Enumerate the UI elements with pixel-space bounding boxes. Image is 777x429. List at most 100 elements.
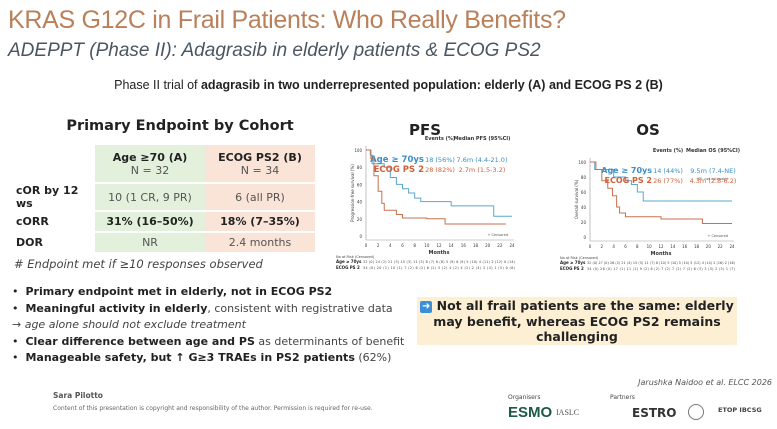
slide-subtitle: ADEPPT (Phase II): Adagrasib in elderly … <box>8 40 541 61</box>
km-curve-ecog <box>590 161 732 224</box>
legend-series: ECOG PS 2 <box>374 165 425 175</box>
median-value: 9.5m (7.4-NE) <box>690 167 735 175</box>
endpoint-table: Age ≥70 (A) N = 32 ECOG PS2 (B) N = 34 cOR… <box>14 145 315 254</box>
bullet-item: • Meaningful activity in elderly, consis… <box>12 301 393 315</box>
x-tick-label: 0 <box>365 243 368 248</box>
ne-note: NE: not estimable <box>697 177 728 181</box>
x-axis-label: Months <box>429 250 450 256</box>
events-value: 18 (56%) <box>425 156 455 164</box>
median-value: 7.6m (4.4-21.0) <box>457 156 508 164</box>
chart-title: OS <box>636 121 660 139</box>
x-tick-label: 20 <box>485 243 491 248</box>
y-axis-label: Progression-free survival (%) <box>350 164 355 222</box>
x-tick-label: 10 <box>647 244 653 249</box>
risk-row-values: 32 (0) 27 (0) 26 (2) 21 (4) 15 (5) 11 (7… <box>587 261 735 265</box>
y-tick-label: 60 <box>581 190 587 195</box>
esmo-logo: ESMO <box>508 404 553 421</box>
x-tick-label: 14 <box>670 244 676 249</box>
x-tick-label: 2 <box>601 244 604 249</box>
y-tick-label: 0 <box>583 235 586 240</box>
legend-series: ECOG PS 2 <box>605 176 652 185</box>
iaslc-logo: IASLC <box>556 408 580 417</box>
x-tick-label: 24 <box>509 243 515 248</box>
x-tick-label: 12 <box>658 244 664 249</box>
risk-row-label: ECOG PS 2 <box>336 265 360 270</box>
table-row: cOR by 12 ws 10 (1 CR, 9 PR) 6 (all PR) <box>14 183 315 212</box>
x-tick-label: 2 <box>377 243 380 248</box>
table-header-row: Age ≥70 (A) N = 32 ECOG PS2 (B) N = 34 <box>14 145 315 184</box>
x-tick-label: 12 <box>436 243 442 248</box>
x-tick-label: 24 <box>729 244 735 249</box>
events-header: Events (%) <box>425 136 455 142</box>
x-tick-label: 14 <box>449 243 455 248</box>
median-value: 2.7m (1.5-3.2) <box>459 166 506 174</box>
etop-logo: ETOP IBCSG <box>718 406 762 414</box>
intro-bold: adagrasib in two underrepresented popula… <box>200 78 663 92</box>
y-tick-label: 20 <box>357 217 363 222</box>
x-axis-label: Months <box>651 251 672 257</box>
y-axis-label: Overall survival (%) <box>574 179 579 219</box>
km-curve-ecog <box>366 149 506 225</box>
km-curve-age <box>366 149 512 217</box>
y-tick-label: 80 <box>581 175 587 180</box>
y-tick-label: 100 <box>354 148 362 153</box>
median-value: 4.3m (2.8-6.2) <box>690 177 737 185</box>
y-tick-label: 20 <box>581 220 587 225</box>
x-tick-label: 16 <box>461 243 467 248</box>
organisers-label: Organisers <box>508 394 541 401</box>
bullet-item: • Clear difference between age and PS as… <box>12 334 405 348</box>
x-tick-label: 10 <box>424 243 430 248</box>
x-tick-label: 6 <box>401 243 404 248</box>
y-tick-label: 60 <box>357 182 363 187</box>
slide-title: KRAS G12C in Frail Patients: Who Really … <box>8 6 566 34</box>
risk-table-label: No at Risk (Censored) <box>336 255 375 259</box>
table-row: DOR NR 2.4 months <box>14 232 315 254</box>
x-tick-label: 4 <box>389 243 392 248</box>
legend-series: Age ≥ 70ys <box>370 155 424 165</box>
x-tick-label: 6 <box>624 244 627 249</box>
x-tick-label: 20 <box>706 244 712 249</box>
header-ecog: ECOG PS2 (B) N = 34 <box>205 145 315 184</box>
y-tick-label: 80 <box>357 165 363 170</box>
table-footnote: # Endpoint met if ≥10 responses observed <box>14 257 263 271</box>
chart-title: PFS <box>409 121 441 139</box>
callout-text: ➜ Not all frail patients are the same: e… <box>420 298 734 344</box>
risk-row-values: 32 (0) 24 (2) 21 (3) 15 (3) 11 (5) 8 (7)… <box>363 260 515 264</box>
intro-text: Phase II trial of adagrasib in two under… <box>0 78 777 92</box>
callout-box <box>417 297 737 345</box>
copyright: Content of this presentation is copyrigh… <box>53 405 373 412</box>
x-tick-label: 16 <box>682 244 688 249</box>
median-header: Median PFS (95%CI) <box>454 136 511 142</box>
risk-row-values: 34 (0) 26 (0) 17 (1) 11 (1) 9 (2) 8 (2) … <box>587 267 735 271</box>
risk-table-label: No at Risk (Censored) <box>560 256 599 260</box>
y-tick-label: 40 <box>581 205 587 210</box>
estro-logo: ESTRO <box>632 406 677 420</box>
table-title: Primary Endpoint by Cohort <box>66 118 294 134</box>
key-points: • Primary endpoint met in elderly, not i… <box>12 284 404 367</box>
x-tick-label: 18 <box>694 244 700 249</box>
risk-row-label: Age ≥ 70ys <box>336 259 362 264</box>
partner-emblem-logo <box>688 404 704 420</box>
events-header: Events (%) <box>653 148 683 154</box>
censored-legend: + Censored <box>487 233 508 237</box>
x-tick-label: 22 <box>718 244 724 249</box>
risk-row-label: Age ≥ 70ys <box>560 260 586 265</box>
bullet-item: → age alone should not exclude treatment <box>12 318 246 331</box>
risk-row-values: 34 (0) 20 (1) 10 (1) 7 (2) 6 (2) 6 (2) 5… <box>363 266 515 270</box>
citation: Jarushka Naidoo et al. ELCC 2026 <box>638 378 772 387</box>
x-tick-label: 18 <box>473 243 479 248</box>
censored-legend: + Censored <box>707 234 728 238</box>
bullet-item: • Manageable safety, but ↑ G≥3 TRAEs in … <box>12 351 392 364</box>
y-tick-label: 0 <box>359 234 362 239</box>
x-tick-label: 4 <box>612 244 615 249</box>
median-header: Median OS (95%CI) <box>686 148 740 154</box>
intro-plain: Phase II trial of <box>114 78 201 92</box>
events-value: 26 (77%) <box>653 177 683 185</box>
events-value: 14 (44%) <box>653 167 683 175</box>
partners-label: Partners <box>610 394 635 401</box>
x-tick-label: 8 <box>413 243 416 248</box>
events-value: 28 (82%) <box>425 166 455 174</box>
y-tick-label: 100 <box>578 160 586 165</box>
arrow-right-icon: ➜ <box>420 301 433 313</box>
